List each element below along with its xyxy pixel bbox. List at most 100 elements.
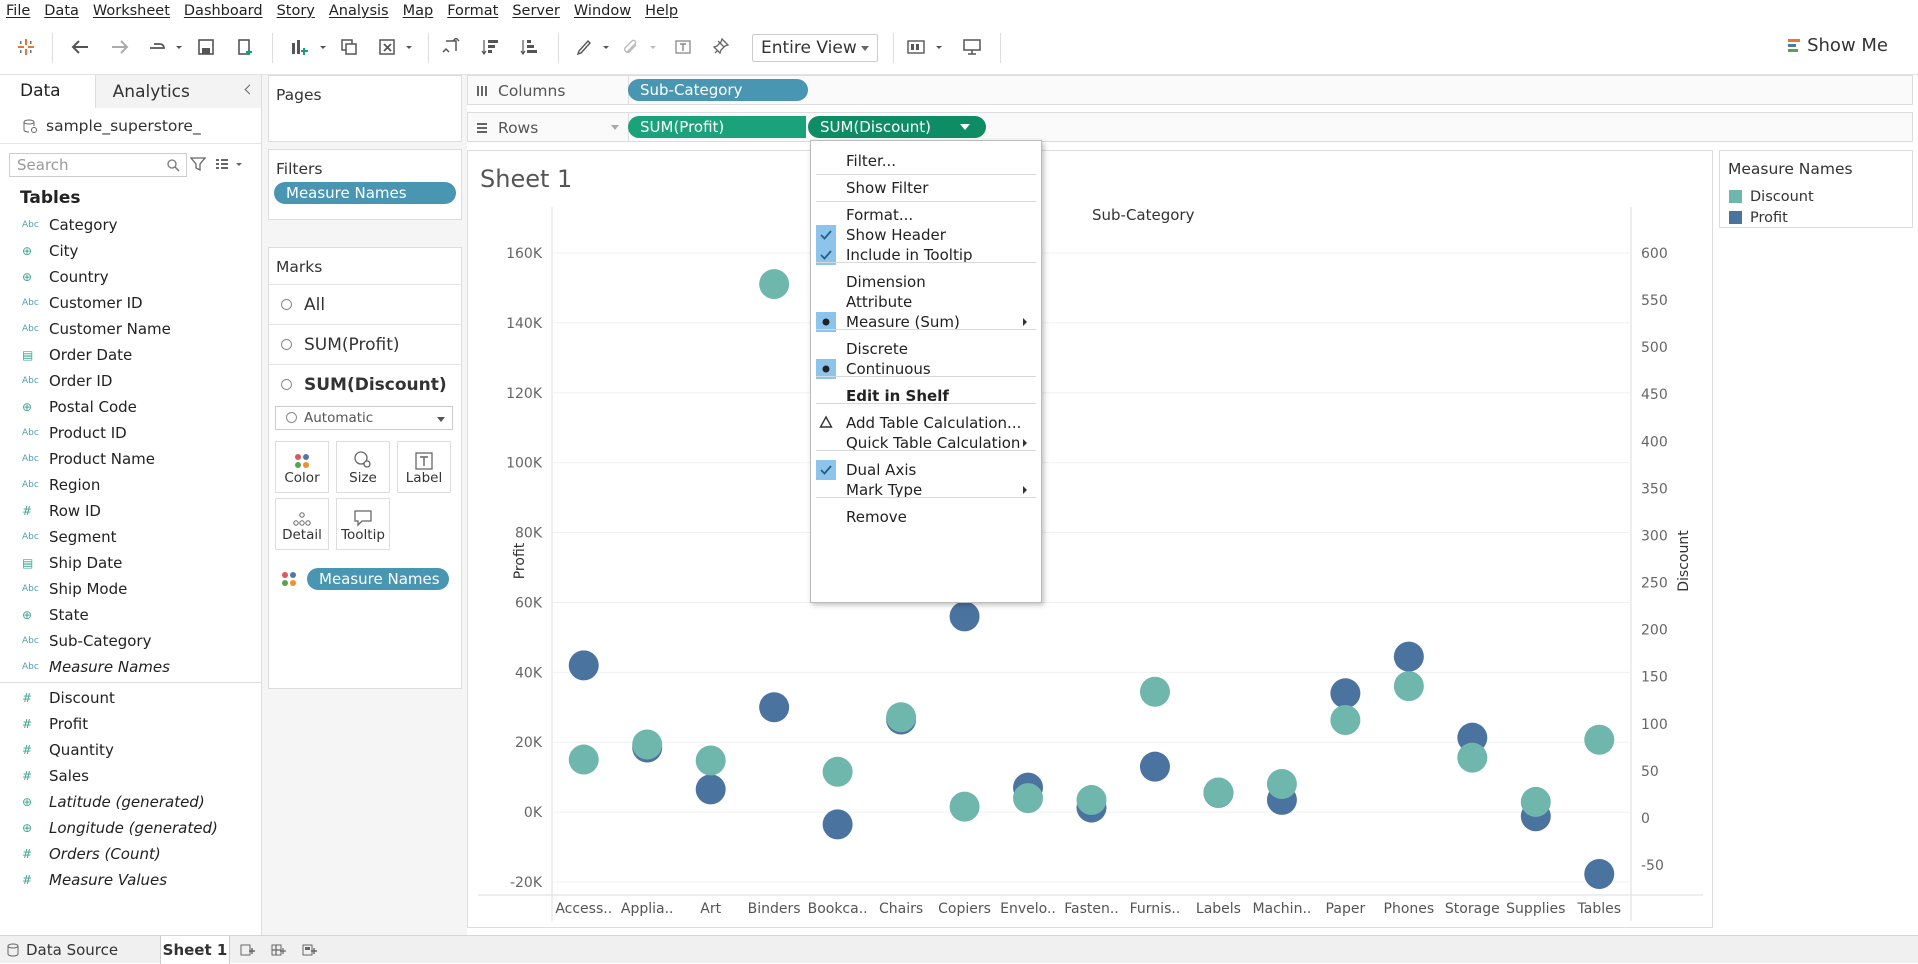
marks-tab-all[interactable]: All [269,284,461,324]
filters-shelf[interactable]: Filters Measure Names [268,149,462,220]
presentation-mode-icon[interactable] [962,35,982,59]
fix-axes-icon[interactable] [712,35,730,59]
discount-point[interactable] [1393,671,1424,702]
columns-shelf[interactable]: Columns Sub-Category [467,75,1913,105]
discount-point[interactable] [1013,783,1044,814]
color-button[interactable]: Color [275,441,329,493]
discount-point[interactable] [1076,785,1107,816]
menu-file[interactable]: File [6,2,31,19]
profit-point[interactable] [1330,678,1361,709]
profit-point[interactable] [759,692,790,723]
duplicate-sheet-icon[interactable] [340,35,358,59]
fit-view-select[interactable]: Entire View [752,34,878,62]
clear-sheet-icon[interactable] [378,35,414,59]
pages-shelf[interactable]: Pages [268,75,462,142]
save-icon[interactable] [197,35,215,59]
menu-item-attribute[interactable]: Attribute [811,291,1041,313]
filter-pill-measure-names[interactable]: Measure Names [274,182,456,204]
field-quantity[interactable]: # Quantity [0,737,262,763]
profit-point[interactable] [822,809,853,840]
menu-dashboard[interactable]: Dashboard [183,2,263,19]
rows-pill-sum-profit[interactable]: SUM(Profit) [628,116,806,138]
discount-point[interactable] [1584,724,1615,755]
discount-point[interactable] [886,702,917,733]
profit-point[interactable] [1584,858,1615,889]
menu-item-dimension[interactable]: Dimension [811,271,1041,293]
highlight-icon[interactable] [575,35,611,59]
field-profit[interactable]: # Profit [0,711,262,737]
field-product-id[interactable]: Abc Product ID [0,420,262,446]
field-city[interactable]: ⊕ City [0,238,262,264]
menu-worksheet[interactable]: Worksheet [92,2,170,19]
field-measure-values[interactable]: # Measure Values [0,867,262,893]
show-me-button[interactable]: Show Me [1787,35,1888,56]
sort-ascending-icon[interactable] [481,35,501,59]
mark-type-select[interactable]: Automatic [275,406,453,430]
detail-button[interactable]: Detail [275,498,329,550]
profit-point[interactable] [1393,641,1424,672]
rows-pill-sum-discount[interactable]: SUM(Discount) [808,116,986,138]
datasource-item[interactable]: sample_superstore_ [0,108,261,144]
tab-data[interactable]: Data [0,75,95,108]
redo-icon[interactable] [110,35,130,59]
profit-point[interactable] [695,774,726,805]
marks-tab-sum-profit[interactable]: SUM(Profit) [269,324,461,364]
tooltip-button[interactable]: Tooltip [336,498,390,550]
field-sales[interactable]: # Sales [0,763,262,789]
menu-format[interactable]: Format [447,2,499,19]
field-region[interactable]: Abc Region [0,472,262,498]
legend-item-discount[interactable]: Discount [1720,186,1912,207]
discount-point[interactable] [1330,705,1361,736]
show-cards-icon[interactable] [906,35,946,59]
field-ship-date[interactable]: ▤ Ship Date [0,550,262,576]
field-latitude-generated[interactable]: ⊕ Latitude (generated) [0,789,262,815]
show-mark-labels-icon[interactable] [674,35,692,59]
tableau-logo-icon[interactable] [16,35,36,59]
scatter-chart[interactable]: Sub-Category 160K 140K 120K 100K 80K 60K 40K 20K… [468,151,1714,929]
discount-point[interactable] [1520,786,1551,817]
marks-pill-measure-names[interactable]: Measure Names [307,568,449,590]
size-button[interactable]: Size [336,441,390,493]
new-datasource-icon[interactable] [236,35,254,59]
field-country[interactable]: ⊕ Country [0,264,262,290]
menu-item-include-in-tooltip[interactable]: Include in Tooltip [811,244,1041,266]
field-ship-mode[interactable]: Abc Ship Mode [0,576,262,602]
rows-shelf[interactable]: Rows SUM(Profit) SUM(Discount) [467,112,1913,142]
view-options-icon[interactable] [216,157,246,171]
discount-point[interactable] [759,269,790,300]
menu-story[interactable]: Story [276,2,315,19]
menu-item-quick-table-calculation[interactable]: Quick Table Calculation [811,432,1041,454]
discount-point[interactable] [1203,777,1234,808]
legend-item-profit[interactable]: Profit [1720,207,1912,228]
profit-point[interactable] [1139,751,1170,782]
menu-map[interactable]: Map [402,2,434,19]
menu-analysis[interactable]: Analysis [328,2,389,19]
menu-item-discrete[interactable]: Discrete [811,338,1041,360]
discount-point[interactable] [1266,769,1297,800]
discount-point[interactable] [822,756,853,787]
undo-icon[interactable] [70,35,90,59]
field-product-name[interactable]: Abc Product Name [0,446,262,472]
rows-dropdown-icon[interactable] [611,125,619,130]
field-order-date[interactable]: ▤ Order Date [0,342,262,368]
new-worksheet-tab-icon[interactable] [240,936,256,964]
discount-point[interactable] [1139,676,1170,707]
menu-item-show-filter[interactable]: Show Filter [811,177,1041,199]
menu-item-filter[interactable]: Filter... [811,150,1041,172]
menu-item-mark-type[interactable]: Mark Type [811,479,1041,501]
menu-item-add-table-calculation[interactable]: Add Table Calculation... [811,412,1041,434]
datasource-tab[interactable]: Data Source [6,936,118,964]
field-postal-code[interactable]: ⊕ Postal Code [0,394,262,420]
search-input[interactable]: Search [9,153,187,177]
discount-point[interactable] [695,745,726,776]
field-longitude-generated[interactable]: ⊕ Longitude (generated) [0,815,262,841]
sort-descending-icon[interactable] [520,35,540,59]
menu-item-continuous[interactable]: Continuous [811,358,1041,380]
filter-icon[interactable] [190,156,206,172]
new-story-tab-icon[interactable] [302,936,318,964]
sheet-tab-sheet1[interactable]: Sheet 1 [160,936,230,964]
field-customer-name[interactable]: Abc Customer Name [0,316,262,342]
columns-pill-sub-category[interactable]: Sub-Category [628,79,808,101]
field-category[interactable]: Abc Category [0,212,262,238]
field-sub-category[interactable]: Abc Sub-Category [0,628,262,654]
